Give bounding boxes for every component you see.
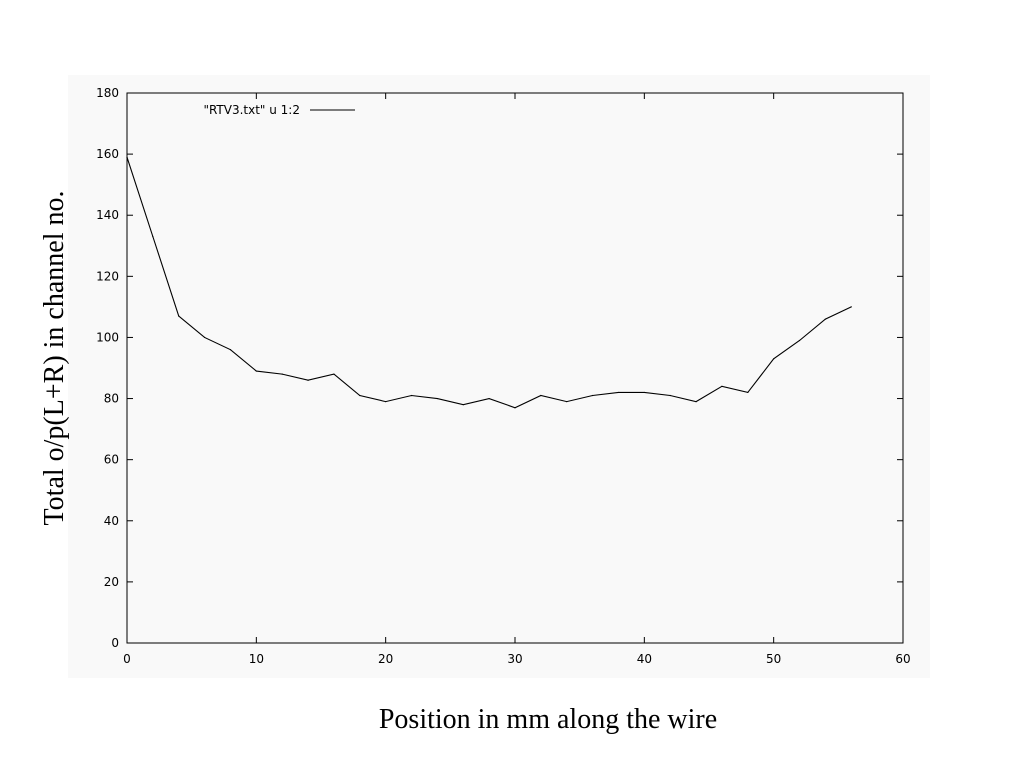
data-point <box>695 401 697 403</box>
y-tick-label: 120 <box>96 269 119 283</box>
y-tick-label: 160 <box>96 147 119 161</box>
y-tick-label: 20 <box>104 575 119 589</box>
data-point <box>307 379 309 381</box>
data-point <box>617 391 620 394</box>
data-point <box>592 394 594 397</box>
data-point <box>229 349 232 351</box>
y-tick-label: 180 <box>96 86 119 100</box>
x-tick-label: 50 <box>766 652 781 666</box>
data-point <box>410 394 413 397</box>
data-point <box>462 404 464 406</box>
plot-background <box>68 75 930 678</box>
legend: "RTV3.txt" u 1:2 <box>203 103 355 117</box>
data-point <box>152 236 154 238</box>
data-point <box>204 336 206 339</box>
data-point <box>178 315 180 317</box>
y-tick-label: 80 <box>104 392 119 406</box>
data-point <box>255 370 257 372</box>
data-point <box>721 385 723 387</box>
x-tick-labels: 0 10 20 30 40 50 60 <box>123 652 910 666</box>
x-axis-title: Position in mm along the wire <box>379 704 717 735</box>
y-tick-label: 140 <box>96 208 119 222</box>
data-point <box>514 407 516 409</box>
data-point <box>281 373 283 375</box>
y-tick-label: 100 <box>96 330 119 344</box>
axis-ticks <box>126 92 904 644</box>
data-point <box>540 394 542 397</box>
y-tick-label: 60 <box>104 453 119 467</box>
data-point <box>126 156 128 158</box>
x-tick-label: 20 <box>378 652 393 666</box>
legend-label: "RTV3.txt" u 1:2 <box>203 103 300 117</box>
series-layer <box>126 156 852 409</box>
x-tick-label: 30 <box>507 652 522 666</box>
x-tick-label: 40 <box>637 652 652 666</box>
data-point <box>773 358 775 360</box>
data-point <box>850 306 852 308</box>
x-tick-label: 10 <box>249 652 264 666</box>
data-point <box>385 401 387 403</box>
y-tick-label: 0 <box>111 636 119 650</box>
data-point <box>566 401 568 403</box>
data-point <box>436 397 438 400</box>
data-point <box>643 391 645 394</box>
x-tick-label: 60 <box>895 652 910 666</box>
data-point <box>798 339 801 342</box>
y-tick-labels: 0 20 40 60 80 100 120 140 160 180 <box>96 86 119 650</box>
x-tick-label: 0 <box>123 652 131 666</box>
data-point <box>359 394 361 397</box>
y-tick-label: 40 <box>104 514 119 528</box>
data-point <box>824 318 827 320</box>
data-point <box>333 373 335 375</box>
data-point <box>669 394 671 397</box>
y-axis-title: Total o/p(L+R) in channel no. <box>39 191 70 526</box>
data-point <box>747 391 749 394</box>
data-point <box>488 397 490 400</box>
